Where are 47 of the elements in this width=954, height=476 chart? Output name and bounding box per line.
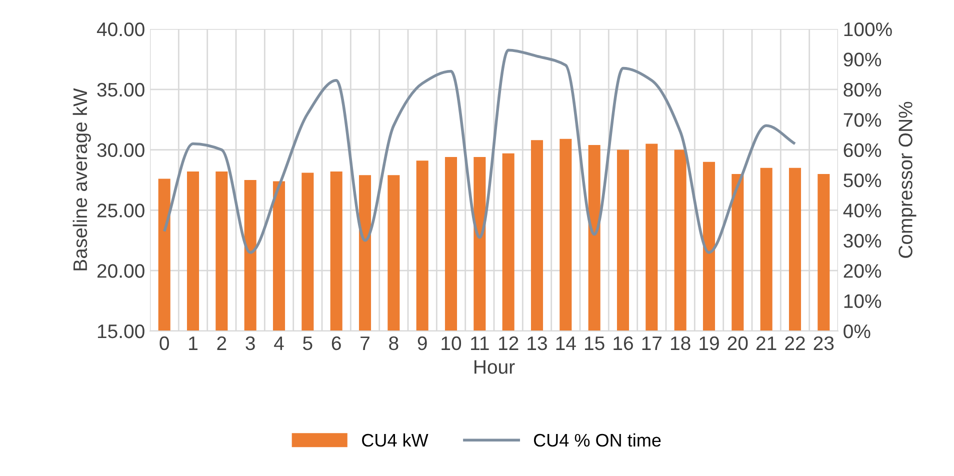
x-tick-label: 17 bbox=[642, 336, 662, 350]
x-tick-label: 11 bbox=[471, 336, 489, 350]
y2-axis-title: Compressor ON% bbox=[898, 102, 916, 258]
x-axis-title: Hour bbox=[474, 360, 515, 374]
x-tick-label: 0 bbox=[160, 336, 169, 350]
x-tick-label: 16 bbox=[614, 336, 633, 350]
y2-tick-label: 90% bbox=[844, 52, 882, 66]
x-tick-label: 18 bbox=[671, 336, 690, 350]
y2-tick-label: 100% bbox=[844, 22, 892, 36]
x-tick-label: 20 bbox=[728, 336, 748, 350]
y2-tick-label: 80% bbox=[844, 82, 882, 97]
y-axis-title: Baseline average kW bbox=[72, 88, 91, 270]
y-tick-label: 35.00 bbox=[97, 82, 144, 97]
x-tick-label: 8 bbox=[389, 336, 398, 350]
x-tick-label: 13 bbox=[528, 336, 547, 350]
legend-label: CU4 kW bbox=[362, 433, 428, 447]
x-tick-label: 4 bbox=[274, 336, 284, 350]
y2-tick-label: 40% bbox=[843, 204, 882, 218]
x-tick-label: 12 bbox=[499, 336, 518, 350]
x-tick-label: 2 bbox=[217, 336, 226, 350]
y2-tick-label: 0% bbox=[844, 324, 870, 338]
x-tick-label: 7 bbox=[360, 336, 370, 350]
y-tick-label: 20.00 bbox=[97, 264, 144, 278]
y2-tick-label: 30% bbox=[844, 234, 882, 248]
line-series bbox=[162, 48, 796, 254]
y2-tick-label: 50% bbox=[844, 173, 882, 188]
y2-tick-label: 70% bbox=[844, 113, 882, 127]
y2-tick-label: 10% bbox=[844, 294, 882, 308]
y-tick-label: 25.00 bbox=[97, 204, 144, 218]
x-tick-label: 19 bbox=[700, 336, 719, 350]
x-tick-label: 10 bbox=[442, 336, 462, 350]
x-tick-label: 21 bbox=[756, 336, 776, 350]
x-tick-label: 3 bbox=[246, 336, 255, 350]
x-tick-label: 6 bbox=[332, 336, 341, 350]
y2-tick-label: 20% bbox=[844, 264, 882, 278]
legend-label: CU4 % ON time bbox=[534, 433, 661, 447]
x-tick-label: 23 bbox=[814, 336, 834, 350]
x-tick-label: 22 bbox=[785, 336, 805, 350]
x-tick-label: 15 bbox=[585, 336, 604, 350]
y-tick-label: 30.00 bbox=[97, 143, 144, 158]
y-tick-label: 40.00 bbox=[96, 22, 144, 36]
x-tick-label: 14 bbox=[556, 336, 576, 350]
x-tick-label: 1 bbox=[189, 336, 198, 350]
y2-tick-label: 60% bbox=[844, 143, 882, 158]
y-tick-label: 15.00 bbox=[98, 324, 144, 338]
x-tick-label: 9 bbox=[418, 336, 427, 350]
x-tick-label: 5 bbox=[303, 336, 312, 350]
